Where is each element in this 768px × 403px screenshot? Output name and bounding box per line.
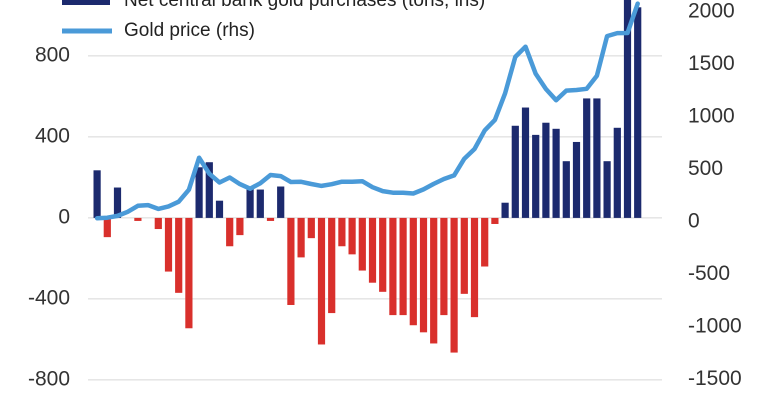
- bar: [297, 217, 305, 258]
- legend: Net central bank gold purchases (tons, l…: [62, 0, 485, 41]
- legend-swatch: [62, 0, 110, 5]
- y2-tick-label: -500: [688, 262, 730, 285]
- y2-tick-label: 500: [688, 157, 723, 180]
- y2-tick-label: 1000: [688, 105, 735, 128]
- bar: [430, 217, 438, 344]
- bar: [389, 217, 397, 316]
- y-tick-label: -400: [28, 286, 70, 309]
- bar: [368, 217, 377, 283]
- bar: [623, 0, 632, 218]
- bar: [113, 187, 122, 218]
- y-tick-label: 0: [58, 205, 70, 228]
- bar: [552, 128, 560, 218]
- legend-label: Net central bank gold purchases (tons, l…: [124, 0, 485, 11]
- bar: [185, 217, 193, 329]
- bar: [603, 161, 611, 218]
- bar: [521, 107, 530, 218]
- bar: [470, 217, 479, 318]
- y2-tick-label: -1000: [688, 315, 742, 338]
- y2-tick-label: 1500: [688, 52, 735, 75]
- bar: [440, 217, 448, 316]
- bar: [256, 189, 264, 218]
- axes: -800 -400 0 400 800 -1500 -1000 -500 0 500 1000 150…: [28, 0, 742, 390]
- bar: [481, 217, 489, 267]
- y-tick-label: -800: [28, 367, 70, 390]
- price-line: [94, 1, 640, 221]
- bar: [450, 217, 458, 353]
- bar: [460, 217, 468, 294]
- bar: [491, 217, 499, 224]
- bar: [348, 217, 356, 255]
- legend-label: Gold price (rhs): [124, 20, 255, 41]
- bar: [419, 217, 428, 333]
- bar: [195, 167, 203, 218]
- y2-tick-label: 2000: [688, 0, 735, 23]
- bar: [307, 217, 315, 239]
- bar: [379, 217, 387, 292]
- bar: [511, 125, 519, 218]
- marks: [93, 0, 642, 353]
- y-tick-label: 800: [35, 43, 70, 66]
- bar: [103, 217, 111, 238]
- bar: [246, 188, 254, 218]
- bar: [613, 127, 621, 218]
- bar: [277, 186, 285, 218]
- bar: [593, 98, 601, 218]
- bar: [175, 217, 183, 293]
- bar: [134, 217, 142, 221]
- bar: [409, 217, 417, 326]
- bar: [164, 217, 173, 272]
- bar: [583, 98, 591, 218]
- bar: [236, 217, 244, 236]
- bar: [634, 7, 642, 218]
- bar: [215, 200, 224, 218]
- y2-tick-label: -1500: [688, 367, 742, 390]
- bar: [572, 141, 581, 218]
- bar: [287, 217, 295, 305]
- bar: [328, 217, 336, 314]
- bar: [226, 217, 234, 247]
- y-tick-label: 400: [35, 124, 70, 147]
- bar: [501, 202, 509, 218]
- bar: [399, 217, 407, 316]
- bar: [562, 161, 570, 218]
- bar: [266, 217, 275, 221]
- y2-tick-label: 0: [688, 210, 700, 233]
- bar: [154, 217, 162, 230]
- bar: [93, 170, 101, 218]
- bar: [317, 217, 326, 345]
- bar: [532, 134, 540, 218]
- bar: [338, 217, 346, 247]
- bar: [358, 217, 366, 271]
- bar: [542, 122, 550, 218]
- bar: [205, 162, 213, 218]
